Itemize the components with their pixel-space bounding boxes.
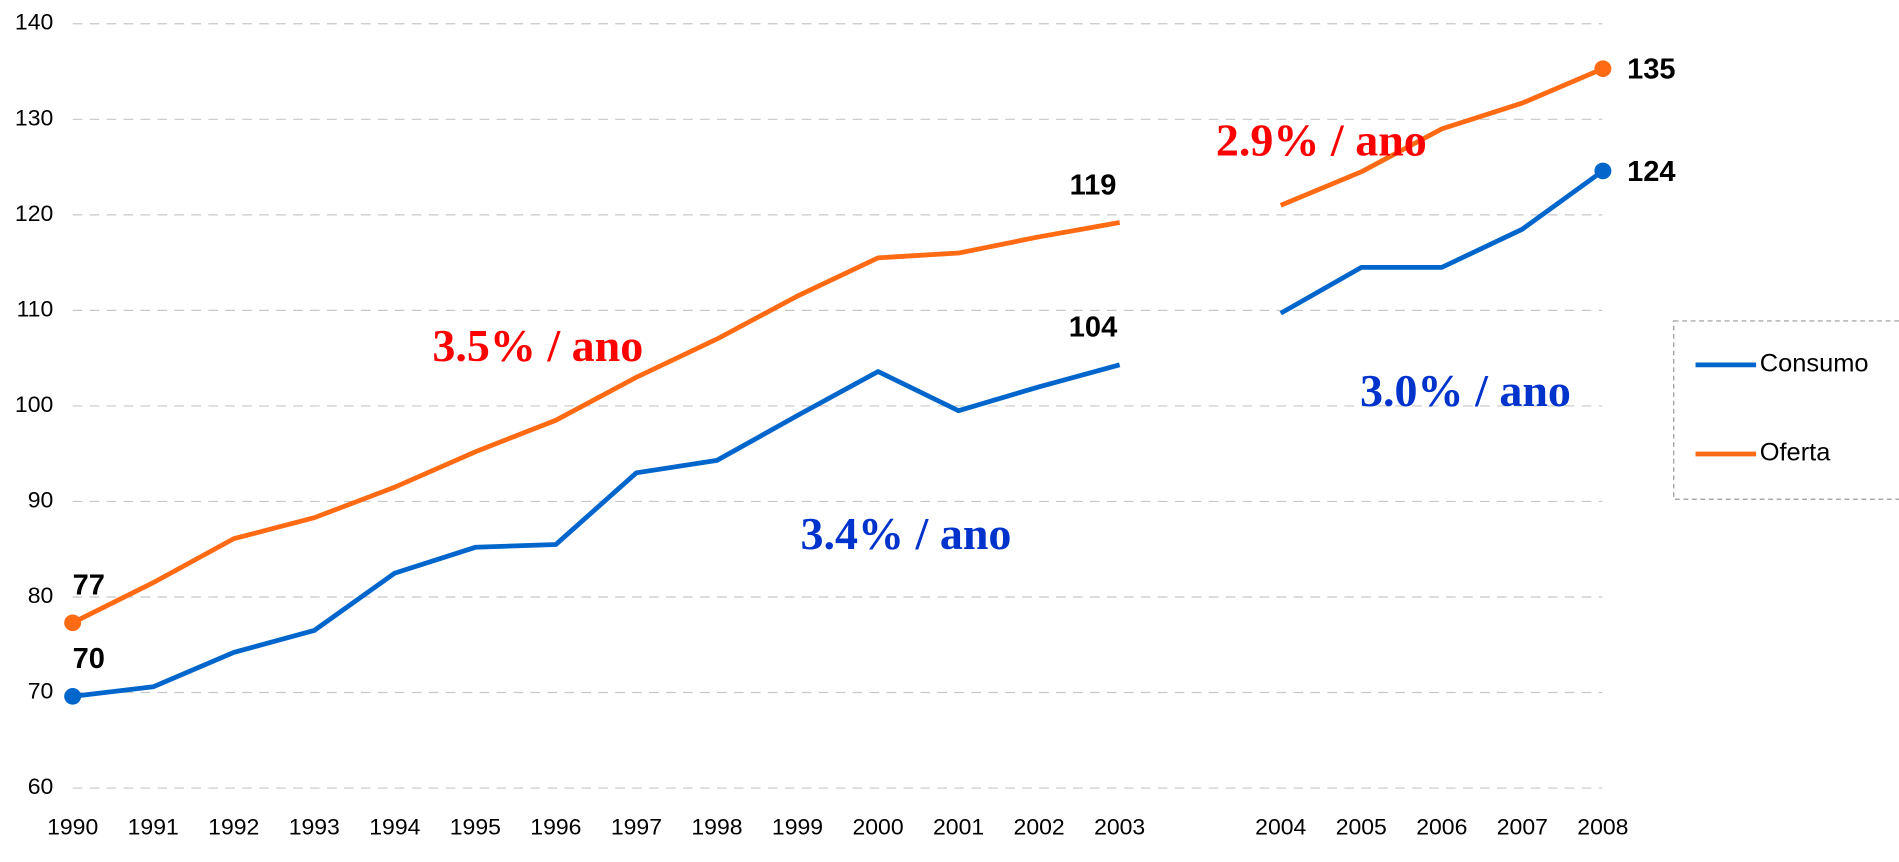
x-tick-label: 2005 bbox=[1336, 814, 1387, 840]
legend-box bbox=[1673, 320, 1899, 500]
end-marker bbox=[64, 614, 82, 632]
data-label: 135 bbox=[1627, 54, 1675, 86]
legend-label: Oferta bbox=[1760, 439, 1832, 467]
data-label: 119 bbox=[1070, 170, 1117, 202]
annotation: 3.5% / ano bbox=[432, 320, 643, 371]
x-tick-label: 2000 bbox=[852, 814, 903, 840]
y-tick-label: 110 bbox=[17, 296, 54, 322]
data-label: 70 bbox=[73, 643, 105, 675]
end-marker bbox=[64, 688, 82, 705]
x-tick-label: 2008 bbox=[1577, 814, 1628, 840]
x-tick-label: 2003 bbox=[1094, 814, 1145, 840]
data-label: 77 bbox=[73, 570, 105, 602]
series-line bbox=[1279, 168, 1605, 316]
x-tick-label: 1992 bbox=[208, 814, 259, 840]
x-tick-label: 1998 bbox=[691, 814, 742, 840]
data-label: 104 bbox=[1069, 312, 1117, 344]
y-tick-label: 100 bbox=[15, 391, 53, 417]
x-tick-label: 2006 bbox=[1416, 814, 1467, 840]
x-tick-label: 1991 bbox=[128, 814, 179, 840]
y-tick-label: 90 bbox=[28, 487, 54, 513]
series-line bbox=[1279, 66, 1604, 208]
end-marker bbox=[1594, 162, 1612, 180]
y-tick-label: 130 bbox=[15, 104, 53, 130]
y-tick-label: 120 bbox=[15, 200, 53, 226]
x-tick-label: 2004 bbox=[1255, 814, 1306, 840]
x-tick-label: 1990 bbox=[47, 814, 98, 840]
end-marker bbox=[1594, 60, 1612, 77]
y-tick-label: 70 bbox=[28, 678, 54, 704]
y-tick-label: 60 bbox=[28, 773, 54, 799]
annotation: 3.0% / ano bbox=[1360, 366, 1571, 417]
annotation: 2.9% / ano bbox=[1216, 115, 1427, 166]
series-line bbox=[72, 362, 1121, 699]
y-tick-label: 140 bbox=[15, 9, 53, 35]
annotation: 3.4% / ano bbox=[801, 508, 1012, 559]
series-line bbox=[71, 220, 1121, 625]
x-tick-label: 1994 bbox=[369, 814, 420, 840]
x-tick-label: 2002 bbox=[1014, 814, 1065, 840]
y-tick-label: 80 bbox=[28, 582, 54, 608]
legend-label: Consumo bbox=[1760, 350, 1869, 378]
x-tick-label: 2001 bbox=[933, 814, 984, 840]
data-label: 124 bbox=[1627, 156, 1675, 188]
x-tick-label: 1999 bbox=[772, 814, 823, 840]
x-tick-label: 1995 bbox=[450, 814, 501, 840]
x-tick-label: 2007 bbox=[1497, 814, 1548, 840]
x-tick-label: 1996 bbox=[530, 814, 581, 840]
x-tick-label: 1993 bbox=[289, 814, 340, 840]
x-tick-label: 1997 bbox=[611, 814, 662, 840]
